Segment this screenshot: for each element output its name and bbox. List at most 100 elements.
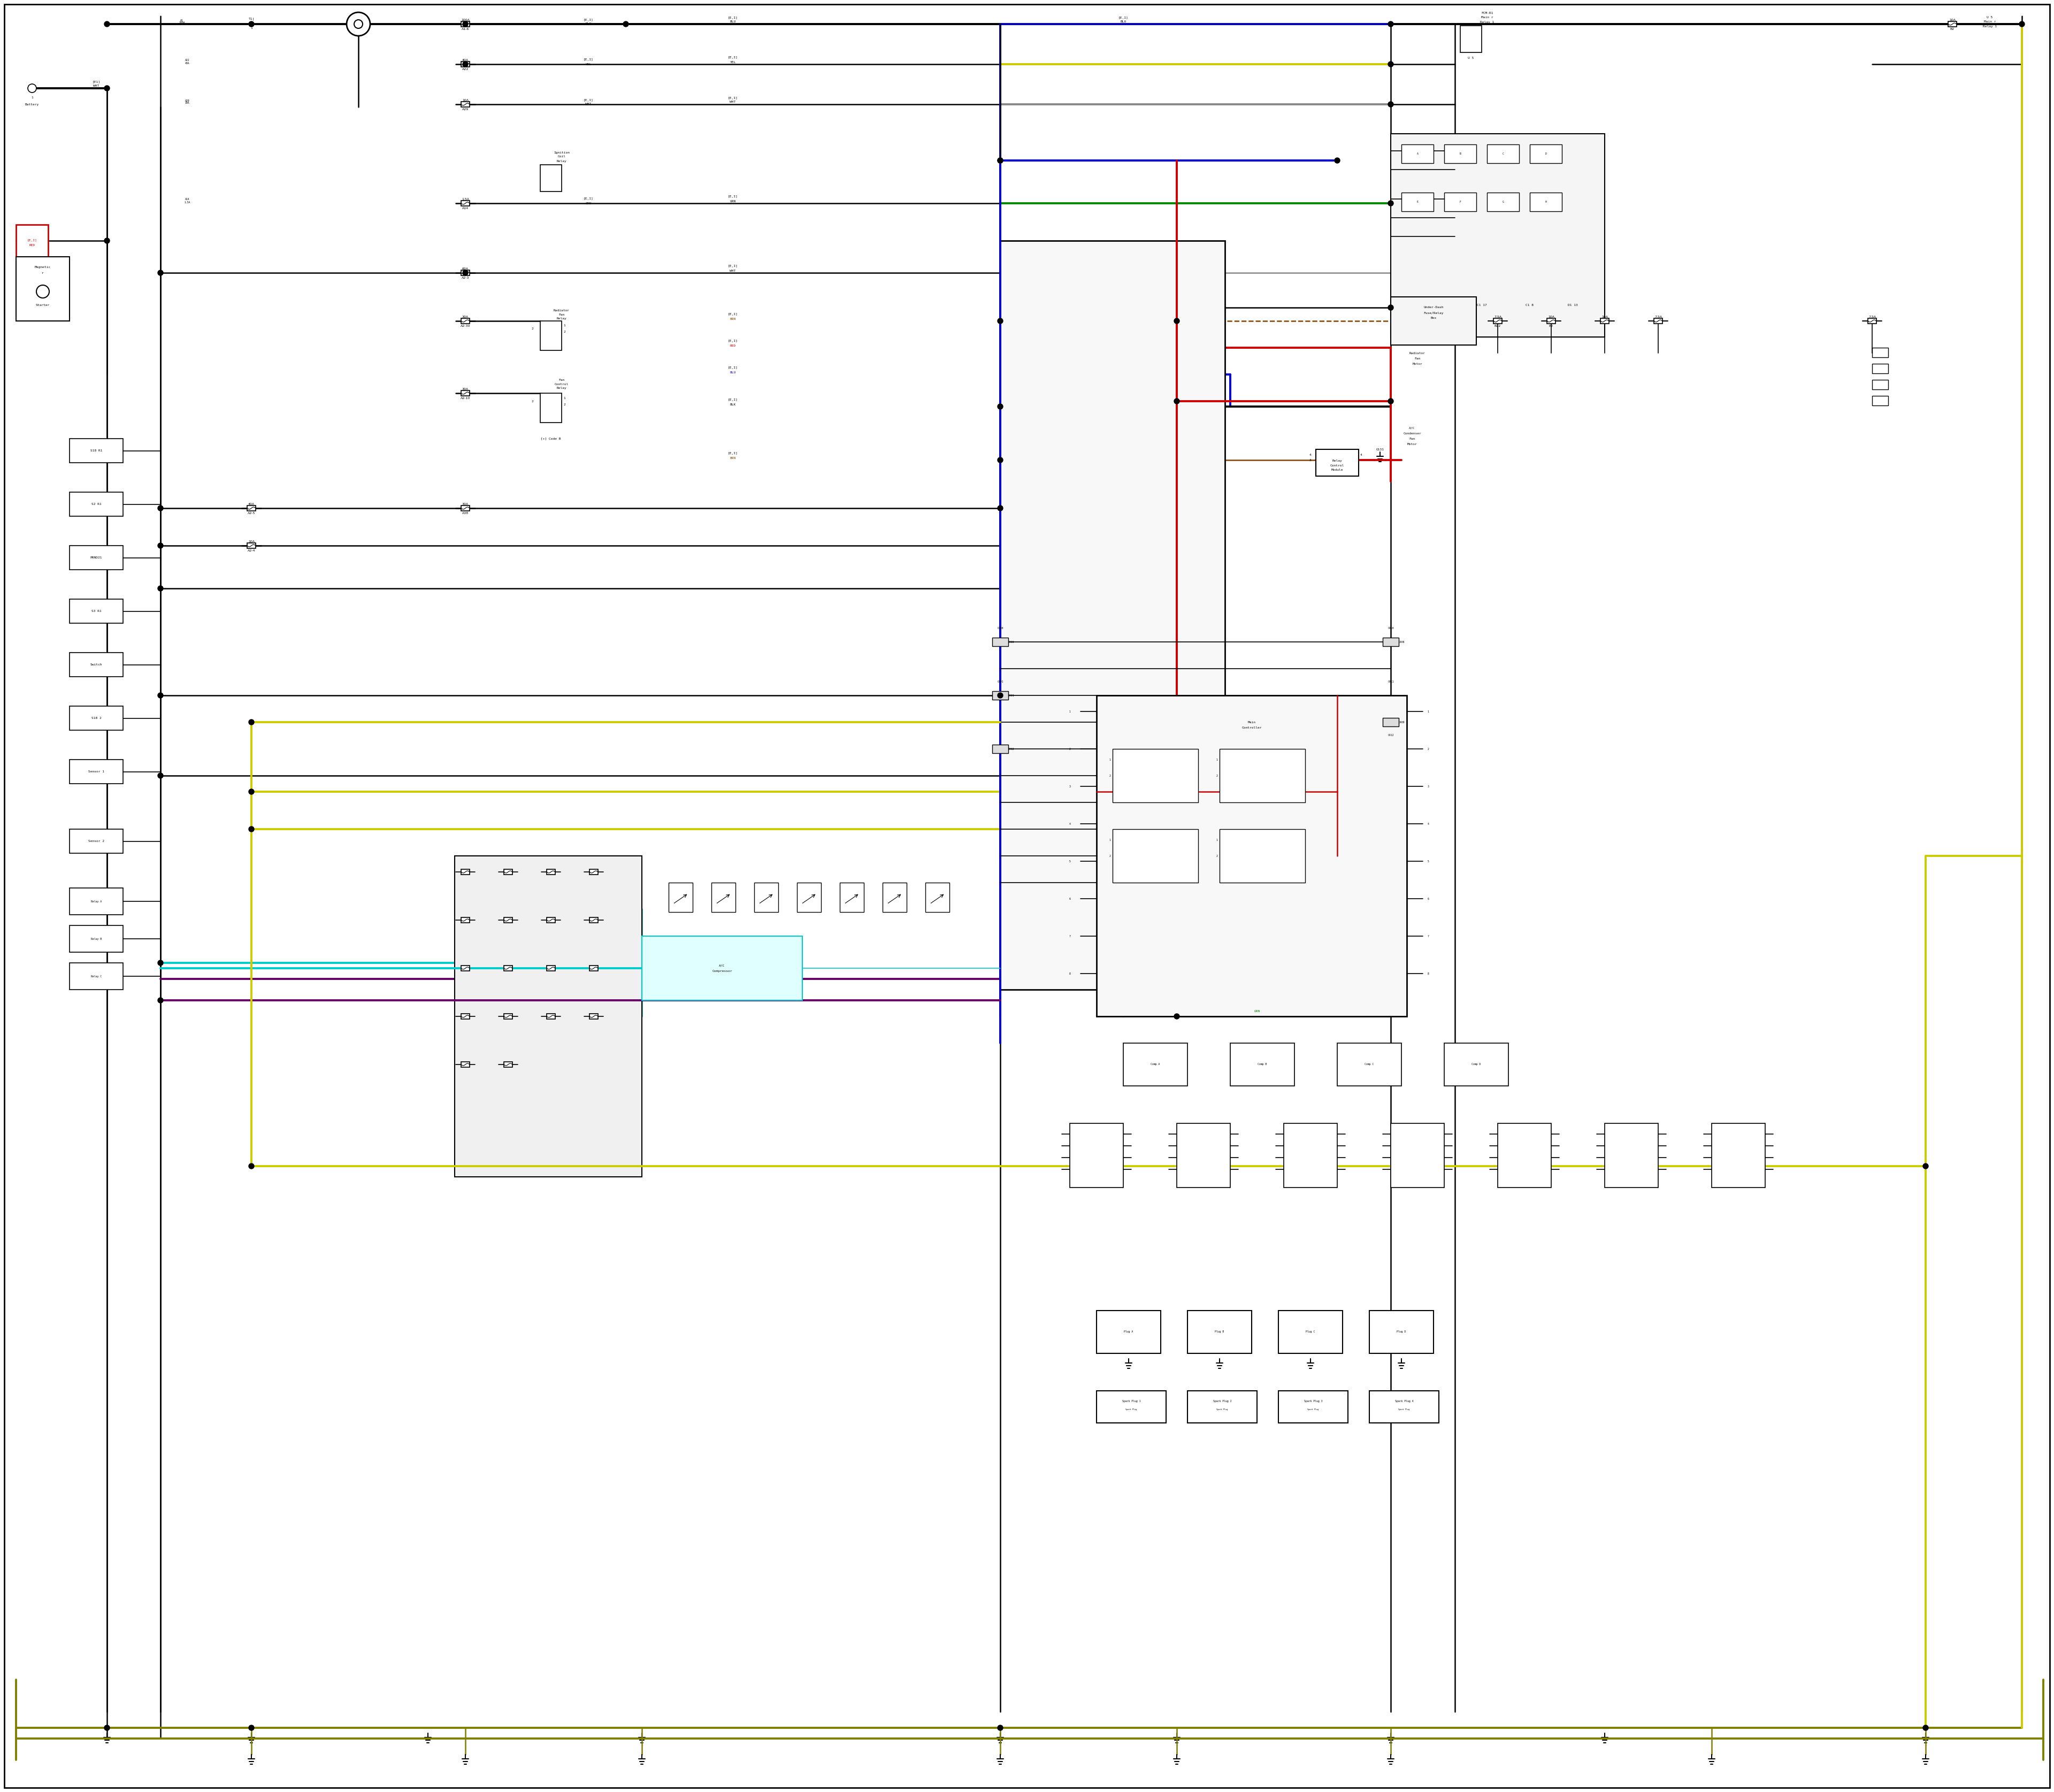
Text: U 5: U 5: [1469, 56, 1475, 59]
Text: GRN: GRN: [729, 199, 735, 202]
Text: B22: B22: [1495, 324, 1501, 328]
Text: C1 8: C1 8: [1526, 303, 1534, 306]
Bar: [70, 760, 123, 783]
Bar: [1444, 192, 1477, 211]
Text: [E,I]: [E,I]: [727, 340, 737, 342]
Text: [E,I]: [E,I]: [727, 56, 737, 59]
Bar: [1220, 749, 1304, 803]
Bar: [546, 1014, 555, 1020]
Text: ECU A: ECU A: [1152, 774, 1158, 778]
Text: 10A: 10A: [1602, 315, 1608, 319]
Text: [E,I]: [E,I]: [727, 314, 737, 315]
Bar: [1487, 145, 1520, 163]
Bar: [1530, 145, 1561, 163]
Text: Plug A: Plug A: [1124, 1331, 1134, 1333]
Text: Unit C: Unit C: [1150, 855, 1161, 857]
Text: [E,I]: [E,I]: [583, 99, 594, 102]
Circle shape: [158, 961, 162, 966]
Bar: [246, 505, 255, 511]
Bar: [589, 869, 598, 874]
Bar: [992, 745, 1009, 753]
Bar: [460, 271, 470, 276]
Text: [E,I]: [E,I]: [727, 195, 737, 199]
Text: RED: RED: [29, 244, 35, 246]
Circle shape: [1389, 201, 1393, 206]
Text: Comp B: Comp B: [1257, 1063, 1267, 1066]
Bar: [1493, 319, 1501, 324]
Text: S18 2: S18 2: [90, 717, 101, 719]
Circle shape: [249, 22, 255, 27]
Bar: [797, 883, 822, 912]
Circle shape: [1389, 305, 1393, 310]
Text: Spark Plug 4: Spark Plug 4: [1395, 1400, 1413, 1403]
Bar: [1284, 1124, 1337, 1188]
Text: PRND21: PRND21: [90, 556, 103, 559]
Text: A/C: A/C: [1409, 426, 1415, 430]
Text: [E,I]: [E,I]: [727, 452, 737, 455]
Circle shape: [462, 271, 468, 276]
Text: Spark Plug 1: Spark Plug 1: [1121, 1400, 1140, 1403]
Bar: [1867, 319, 1877, 324]
Text: T1|: T1|: [249, 18, 255, 20]
Bar: [1113, 749, 1197, 803]
Text: [E,I]: [E,I]: [583, 197, 594, 201]
Bar: [589, 966, 598, 971]
Bar: [926, 883, 949, 912]
Text: A1-6: A1-6: [462, 29, 468, 30]
Circle shape: [249, 788, 255, 794]
Circle shape: [105, 238, 109, 244]
Bar: [503, 918, 511, 923]
Circle shape: [158, 998, 162, 1004]
Bar: [70, 830, 123, 853]
Text: Magnetic: Magnetic: [35, 267, 51, 269]
Bar: [503, 966, 511, 971]
Bar: [16, 224, 47, 256]
Text: 40A: 40A: [185, 61, 189, 65]
Bar: [754, 883, 778, 912]
Text: [E,I]: [E,I]: [727, 97, 737, 99]
Text: Switch: Switch: [90, 663, 103, 667]
Text: BLU: BLU: [729, 20, 735, 23]
Text: Fan: Fan: [559, 314, 565, 315]
Text: Comp C: Comp C: [1364, 1063, 1374, 1066]
Text: A/C: A/C: [719, 964, 725, 968]
Bar: [503, 1014, 511, 1020]
Text: WHT: WHT: [729, 100, 735, 104]
Circle shape: [998, 319, 1002, 324]
Text: Ignition: Ignition: [555, 151, 569, 154]
Bar: [503, 1063, 511, 1068]
Text: Main: Main: [1247, 720, 1255, 724]
Text: BLK: BLK: [729, 403, 735, 405]
Text: Fuse/Relay: Fuse/Relay: [1423, 312, 1444, 314]
Bar: [1871, 364, 1888, 373]
Text: Box: Box: [1430, 317, 1436, 319]
Text: BRN: BRN: [729, 317, 735, 321]
Text: BLU: BLU: [729, 371, 735, 375]
Bar: [1530, 192, 1561, 211]
Text: A2-30: A2-30: [460, 324, 470, 328]
Bar: [70, 962, 123, 989]
Bar: [1230, 1043, 1294, 1086]
Text: Spark Plug 3: Spark Plug 3: [1304, 1400, 1323, 1403]
Bar: [883, 883, 906, 912]
Text: Controller: Controller: [1241, 726, 1261, 729]
Bar: [1947, 22, 1957, 27]
Bar: [70, 706, 123, 729]
Circle shape: [998, 1726, 1002, 1731]
Bar: [589, 1014, 598, 1020]
Bar: [1653, 319, 1662, 324]
Text: FCM-R1: FCM-R1: [1481, 13, 1493, 14]
Text: Radiator: Radiator: [555, 308, 569, 312]
Bar: [70, 652, 123, 677]
Circle shape: [1389, 398, 1393, 403]
Bar: [1444, 1043, 1508, 1086]
Bar: [540, 165, 561, 192]
Bar: [1401, 145, 1434, 163]
Circle shape: [105, 86, 109, 91]
Bar: [1278, 1310, 1343, 1353]
Text: YEL: YEL: [585, 63, 592, 66]
Text: D1 13: D1 13: [1567, 303, 1577, 306]
Text: Battery: Battery: [25, 102, 39, 106]
Text: Control: Control: [1331, 464, 1343, 466]
Bar: [70, 545, 123, 570]
